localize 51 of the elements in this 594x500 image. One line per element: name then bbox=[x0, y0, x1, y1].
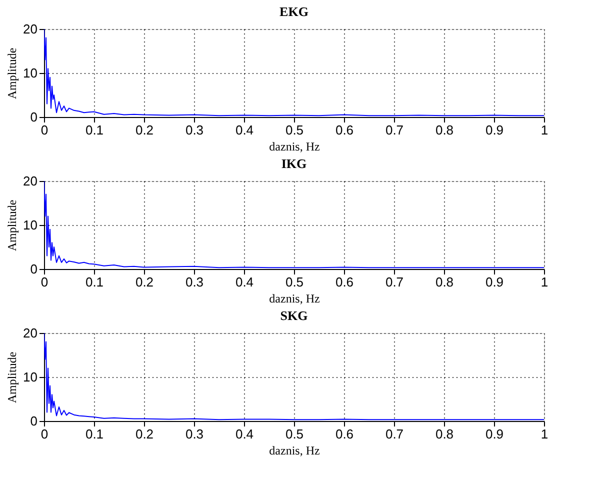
x-tick-label: 0.2 bbox=[135, 274, 154, 290]
x-tick-label: 0.7 bbox=[385, 274, 404, 290]
y-tick-label: 0 bbox=[30, 110, 38, 124]
y-tick-label: 0 bbox=[30, 414, 38, 428]
x-tick-label: 0.6 bbox=[335, 122, 354, 138]
x-tick-label: 1 bbox=[540, 426, 548, 442]
x-tick-label: 0.3 bbox=[185, 274, 204, 290]
y-axis-title: Amplitude bbox=[5, 200, 20, 252]
x-tick-label: 0.3 bbox=[185, 426, 204, 442]
x-tick-label: 0.1 bbox=[85, 274, 104, 290]
x-axis-title: daznis, Hz bbox=[269, 292, 320, 306]
x-tick-label: 0.4 bbox=[235, 274, 254, 290]
y-tick-label: 20 bbox=[23, 326, 38, 340]
y-axis-title: Amplitude bbox=[5, 48, 20, 100]
x-tick-label: 0.4 bbox=[235, 426, 254, 442]
x-tick-label: 0.9 bbox=[485, 122, 504, 138]
chart-title: EKG bbox=[280, 4, 308, 19]
x-tick-label: 0.5 bbox=[285, 122, 304, 138]
y-tick-label: 10 bbox=[23, 370, 38, 384]
x-tick-label: 0.2 bbox=[135, 122, 154, 138]
x-axis-title: daznis, Hz bbox=[269, 140, 320, 154]
y-axis-title: Amplitude bbox=[5, 352, 20, 404]
x-tick-label: 0.1 bbox=[85, 426, 104, 442]
x-tick-label: 1 bbox=[540, 122, 548, 138]
x-tick-label: 0.9 bbox=[485, 426, 504, 442]
y-tick-label: 0 bbox=[30, 262, 38, 276]
x-tick-label: 0 bbox=[40, 122, 48, 138]
chart-title: IKG bbox=[281, 156, 307, 171]
y-tick-label: 10 bbox=[23, 66, 38, 80]
x-tick-label: 0.6 bbox=[335, 426, 354, 442]
y-tick-label: 20 bbox=[23, 22, 38, 36]
x-axis-title: daznis, Hz bbox=[269, 444, 320, 458]
x-tick-label: 0.9 bbox=[485, 274, 504, 290]
x-tick-label: 0.8 bbox=[435, 122, 454, 138]
x-tick-label: 0.5 bbox=[285, 274, 304, 290]
x-tick-label: 0.7 bbox=[385, 122, 404, 138]
x-tick-label: 0.8 bbox=[435, 426, 454, 442]
x-tick-label: 0 bbox=[40, 274, 48, 290]
x-tick-label: 0.4 bbox=[235, 122, 254, 138]
y-tick-label: 20 bbox=[23, 174, 38, 188]
x-tick-label: 0.2 bbox=[135, 426, 154, 442]
x-tick-label: 0.1 bbox=[85, 122, 104, 138]
x-tick-label: 0.7 bbox=[385, 426, 404, 442]
x-tick-label: 0.3 bbox=[185, 122, 204, 138]
chart-title: SKG bbox=[280, 308, 308, 323]
y-tick-label: 10 bbox=[23, 218, 38, 232]
x-tick-label: 0 bbox=[40, 426, 48, 442]
x-tick-label: 0.5 bbox=[285, 426, 304, 442]
x-tick-label: 0.8 bbox=[435, 274, 454, 290]
x-tick-label: 0.6 bbox=[335, 274, 354, 290]
x-tick-label: 1 bbox=[540, 274, 548, 290]
